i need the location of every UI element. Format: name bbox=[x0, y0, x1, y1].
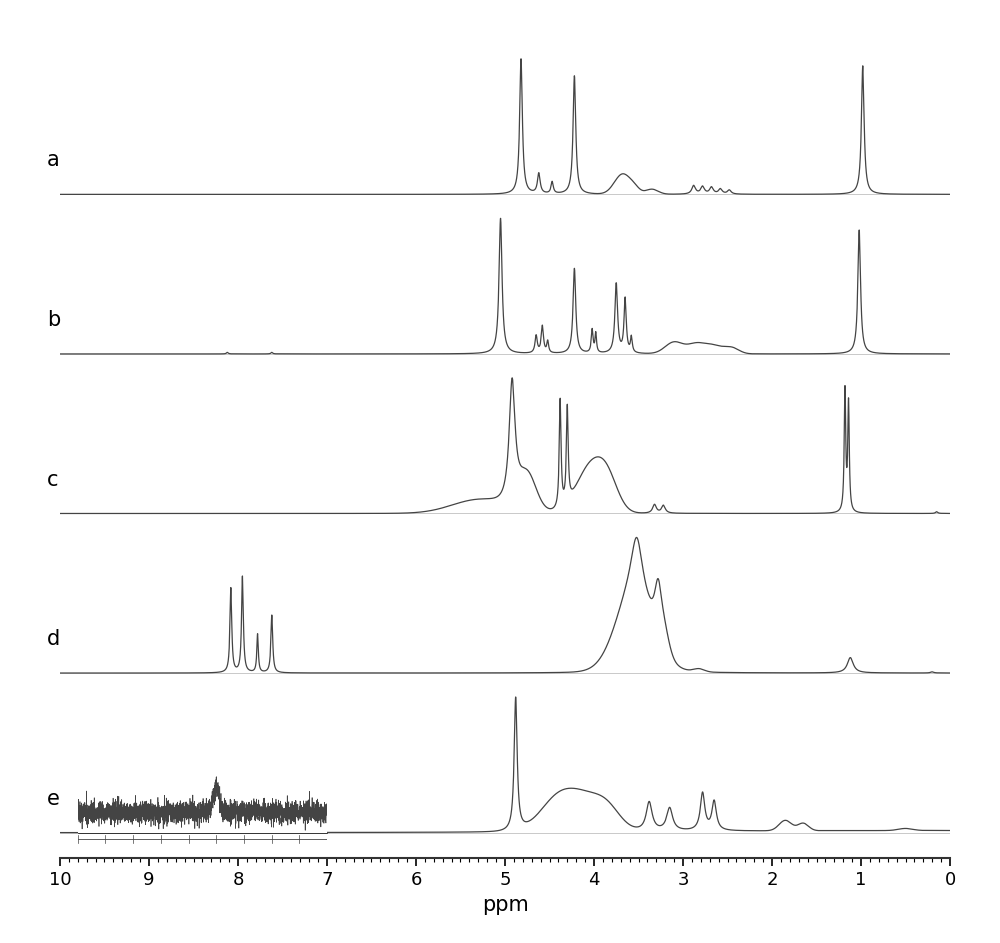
Text: a: a bbox=[47, 151, 59, 171]
Text: c: c bbox=[47, 470, 58, 489]
Text: b: b bbox=[47, 310, 60, 330]
Text: e: e bbox=[47, 788, 60, 809]
Text: d: d bbox=[47, 629, 60, 649]
X-axis label: ppm: ppm bbox=[482, 895, 528, 915]
